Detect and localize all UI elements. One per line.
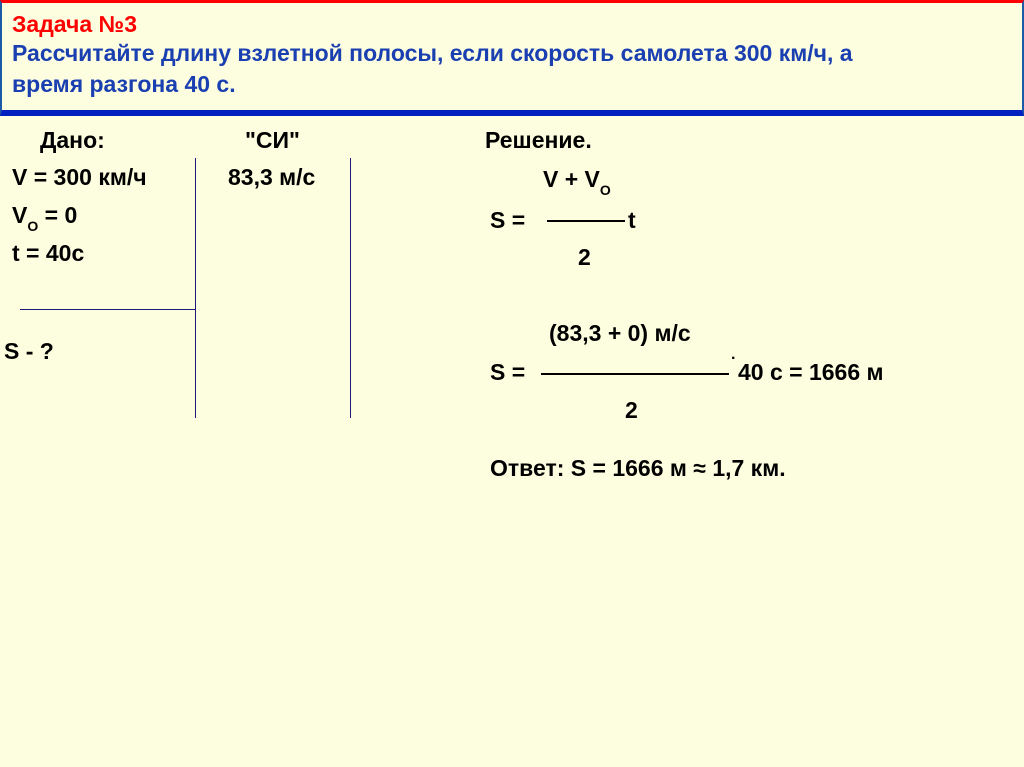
calc-denominator: 2 [625, 397, 638, 424]
answer: Ответ: S = 1666 м ≈ 1,7 км. [490, 455, 786, 482]
given-heading: Дано: [40, 127, 105, 154]
formula-t: t [628, 207, 636, 234]
problem-title: Задача №3 [12, 11, 1012, 38]
given-t: t = 40c [12, 240, 84, 267]
calc-numerator: (83,3 + 0) м/с [549, 320, 691, 347]
problem-header: Задача №3 Рассчитайте длину взлетной пол… [0, 0, 1024, 116]
formula-denominator: 2 [578, 244, 591, 271]
given-v0: VO = 0 [12, 202, 77, 232]
rule-si-solution [350, 158, 351, 418]
rule-given-si [195, 158, 196, 418]
problem-statement-line1: Рассчитайте длину взлетной полосы, если … [12, 38, 1012, 69]
formula-numerator: V + VO [543, 166, 611, 196]
calc-dot: · [731, 350, 736, 368]
formula-num-sub: O [600, 182, 611, 198]
rule-given-bottom [20, 309, 195, 310]
given-v0-sub: O [27, 218, 38, 234]
formula-num-text: V + V [543, 166, 600, 192]
given-v: V = 300 км/ч [12, 164, 147, 191]
si-heading: "СИ" [245, 127, 300, 154]
formula-fraction-bar [547, 220, 625, 222]
si-v: 83,3 м/с [228, 164, 315, 191]
given-v0-v: V [12, 202, 27, 228]
calc-s-eq: S = [490, 359, 525, 386]
formula-s-eq: S = [490, 207, 525, 234]
calc-rest: 40 с = 1666 м [738, 359, 884, 386]
solution-heading: Решение. [485, 127, 592, 154]
solution-area: Дано: "СИ" Решение. V = 300 км/ч 83,3 м/… [0, 122, 1024, 742]
find-s: S - ? [4, 338, 54, 365]
problem-statement-line2: время разгона 40 с. [12, 69, 1012, 100]
calc-fraction-bar [541, 373, 729, 375]
given-v0-rest: = 0 [38, 202, 77, 228]
